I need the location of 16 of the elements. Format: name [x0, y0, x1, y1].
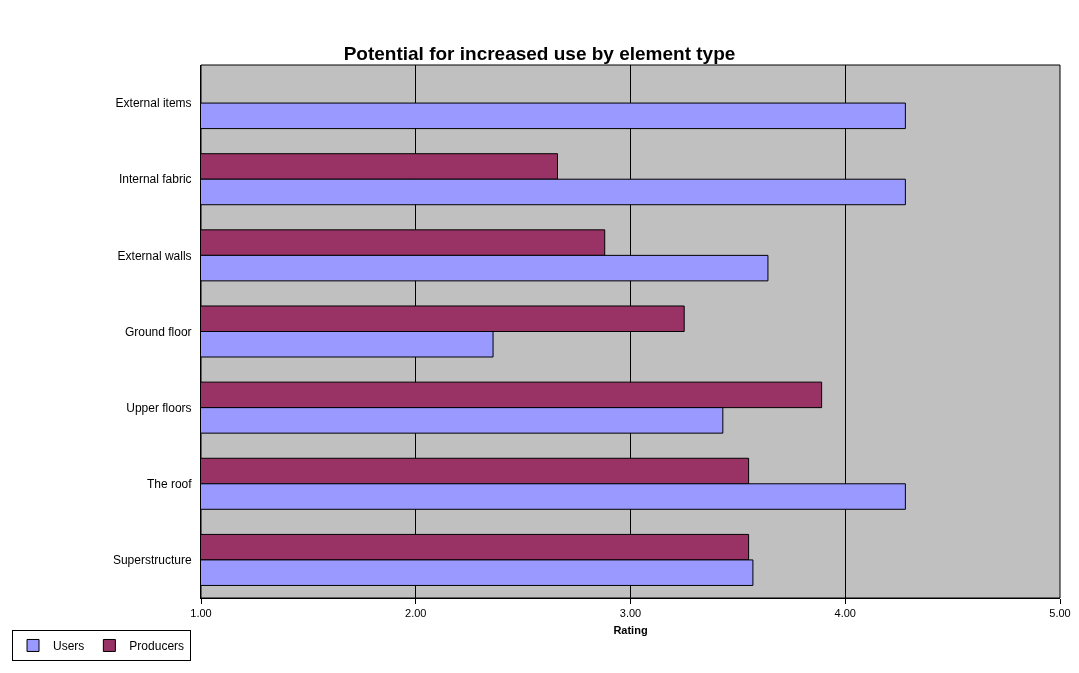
x-tick-label: 3.00 — [619, 607, 642, 620]
legend-label: Users — [53, 639, 85, 654]
x-axis-title: Rating — [613, 624, 648, 637]
legend-label: Producers — [129, 639, 185, 654]
x-tick-label: 5.00 — [1049, 607, 1071, 620]
y-tick-label: External items — [115, 96, 192, 111]
y-tick-label: Internal fabric — [118, 172, 192, 187]
chart-title: Potential for increased use by element type — [343, 43, 736, 65]
x-tick-label: 4.00 — [834, 607, 856, 620]
x-tick-label: 2.00 — [405, 607, 427, 620]
y-tick-label: External walls — [117, 248, 192, 263]
y-tick-label: Upper floors — [126, 400, 192, 415]
y-tick-label: Superstructure — [112, 553, 192, 568]
y-tick-label: The roof — [146, 476, 193, 491]
y-tick-label: Ground floor — [124, 324, 192, 339]
x-tick-label: 1.00 — [190, 607, 212, 620]
